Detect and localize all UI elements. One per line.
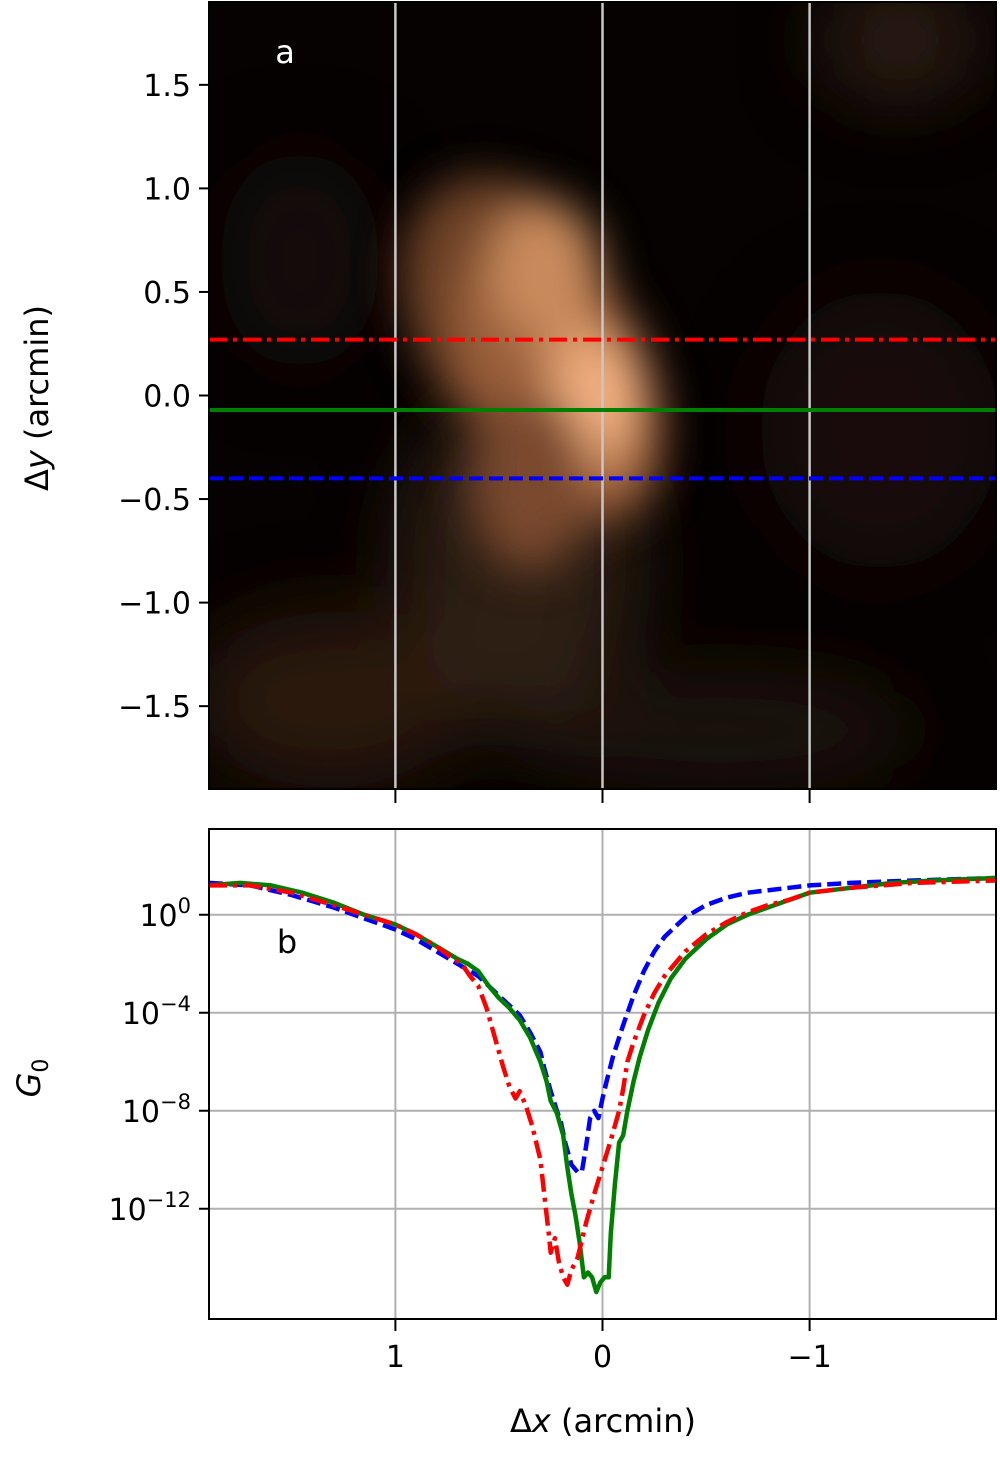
series-line-dashed	[209, 875, 996, 1175]
x-tick-label: −1	[787, 1340, 831, 1375]
panel-a-ylabel-var: y	[18, 449, 56, 470]
heatmap-image	[209, 2, 996, 789]
panel-a-ylabel-delta: Δ	[18, 469, 56, 491]
y-tick-label: 1.0	[143, 172, 191, 207]
panel-b-x-axis-label: Δx (arcmin)	[510, 1402, 696, 1440]
panel-a-ylabel-unit: (arcmin)	[18, 305, 56, 450]
panel-label-b: b	[277, 923, 297, 961]
panel-label-a: a	[275, 33, 295, 71]
panel-b-y-axis-label: G0	[10, 1059, 54, 1098]
panel-b-xlabel-var: x	[531, 1402, 552, 1440]
y-tick-label: 10−8	[122, 1090, 191, 1130]
panel-b-series	[209, 875, 996, 1295]
y-tick-label: −0.5	[118, 483, 191, 518]
panel-b-x-axis: 1 0 −1	[386, 1319, 832, 1375]
x-tick-label: 1	[386, 1340, 405, 1375]
y-tick-label: 10−12	[108, 1188, 191, 1228]
panel-a-y-axis: −1.5 −1.0 −0.5 0.0 0.5 1.0 1.5	[118, 69, 209, 725]
panel-a-x-axis	[394, 789, 811, 803]
panel-a-y-axis-label: Δy (arcmin)	[18, 305, 56, 491]
panel-a-heatmap: −1.5 −1.0 −0.5 0.0 0.5 1.0 1.5 a Δy (arcmin)	[18, 1, 997, 803]
horizontal-cut-lines	[209, 337, 996, 481]
y-tick-label: 0.5	[143, 276, 191, 311]
panel-b-xlabel-unit: (arcmin)	[551, 1402, 696, 1440]
panel-b-ylabel-sub: 0	[29, 1059, 54, 1073]
panel-b-xlabel-delta: Δ	[510, 1402, 532, 1440]
x-tick-label: 0	[593, 1340, 612, 1375]
y-tick-label: 100	[139, 894, 191, 934]
panel-b-grid	[209, 829, 996, 1319]
y-tick-label: −1.5	[118, 690, 191, 725]
y-tick-label: 10−4	[122, 992, 191, 1032]
heatmap-vertical-gridlines	[394, 2, 811, 789]
y-tick-label: 1.5	[143, 69, 191, 104]
panel-b-y-axis: 100 10−4 10−8 10−12	[108, 894, 209, 1228]
y-tick-label: 0.0	[143, 380, 191, 415]
series-line-dashdot	[209, 878, 996, 1287]
y-tick-label: −1.0	[118, 587, 191, 622]
panel-b-ylabel-var: G	[10, 1073, 48, 1098]
